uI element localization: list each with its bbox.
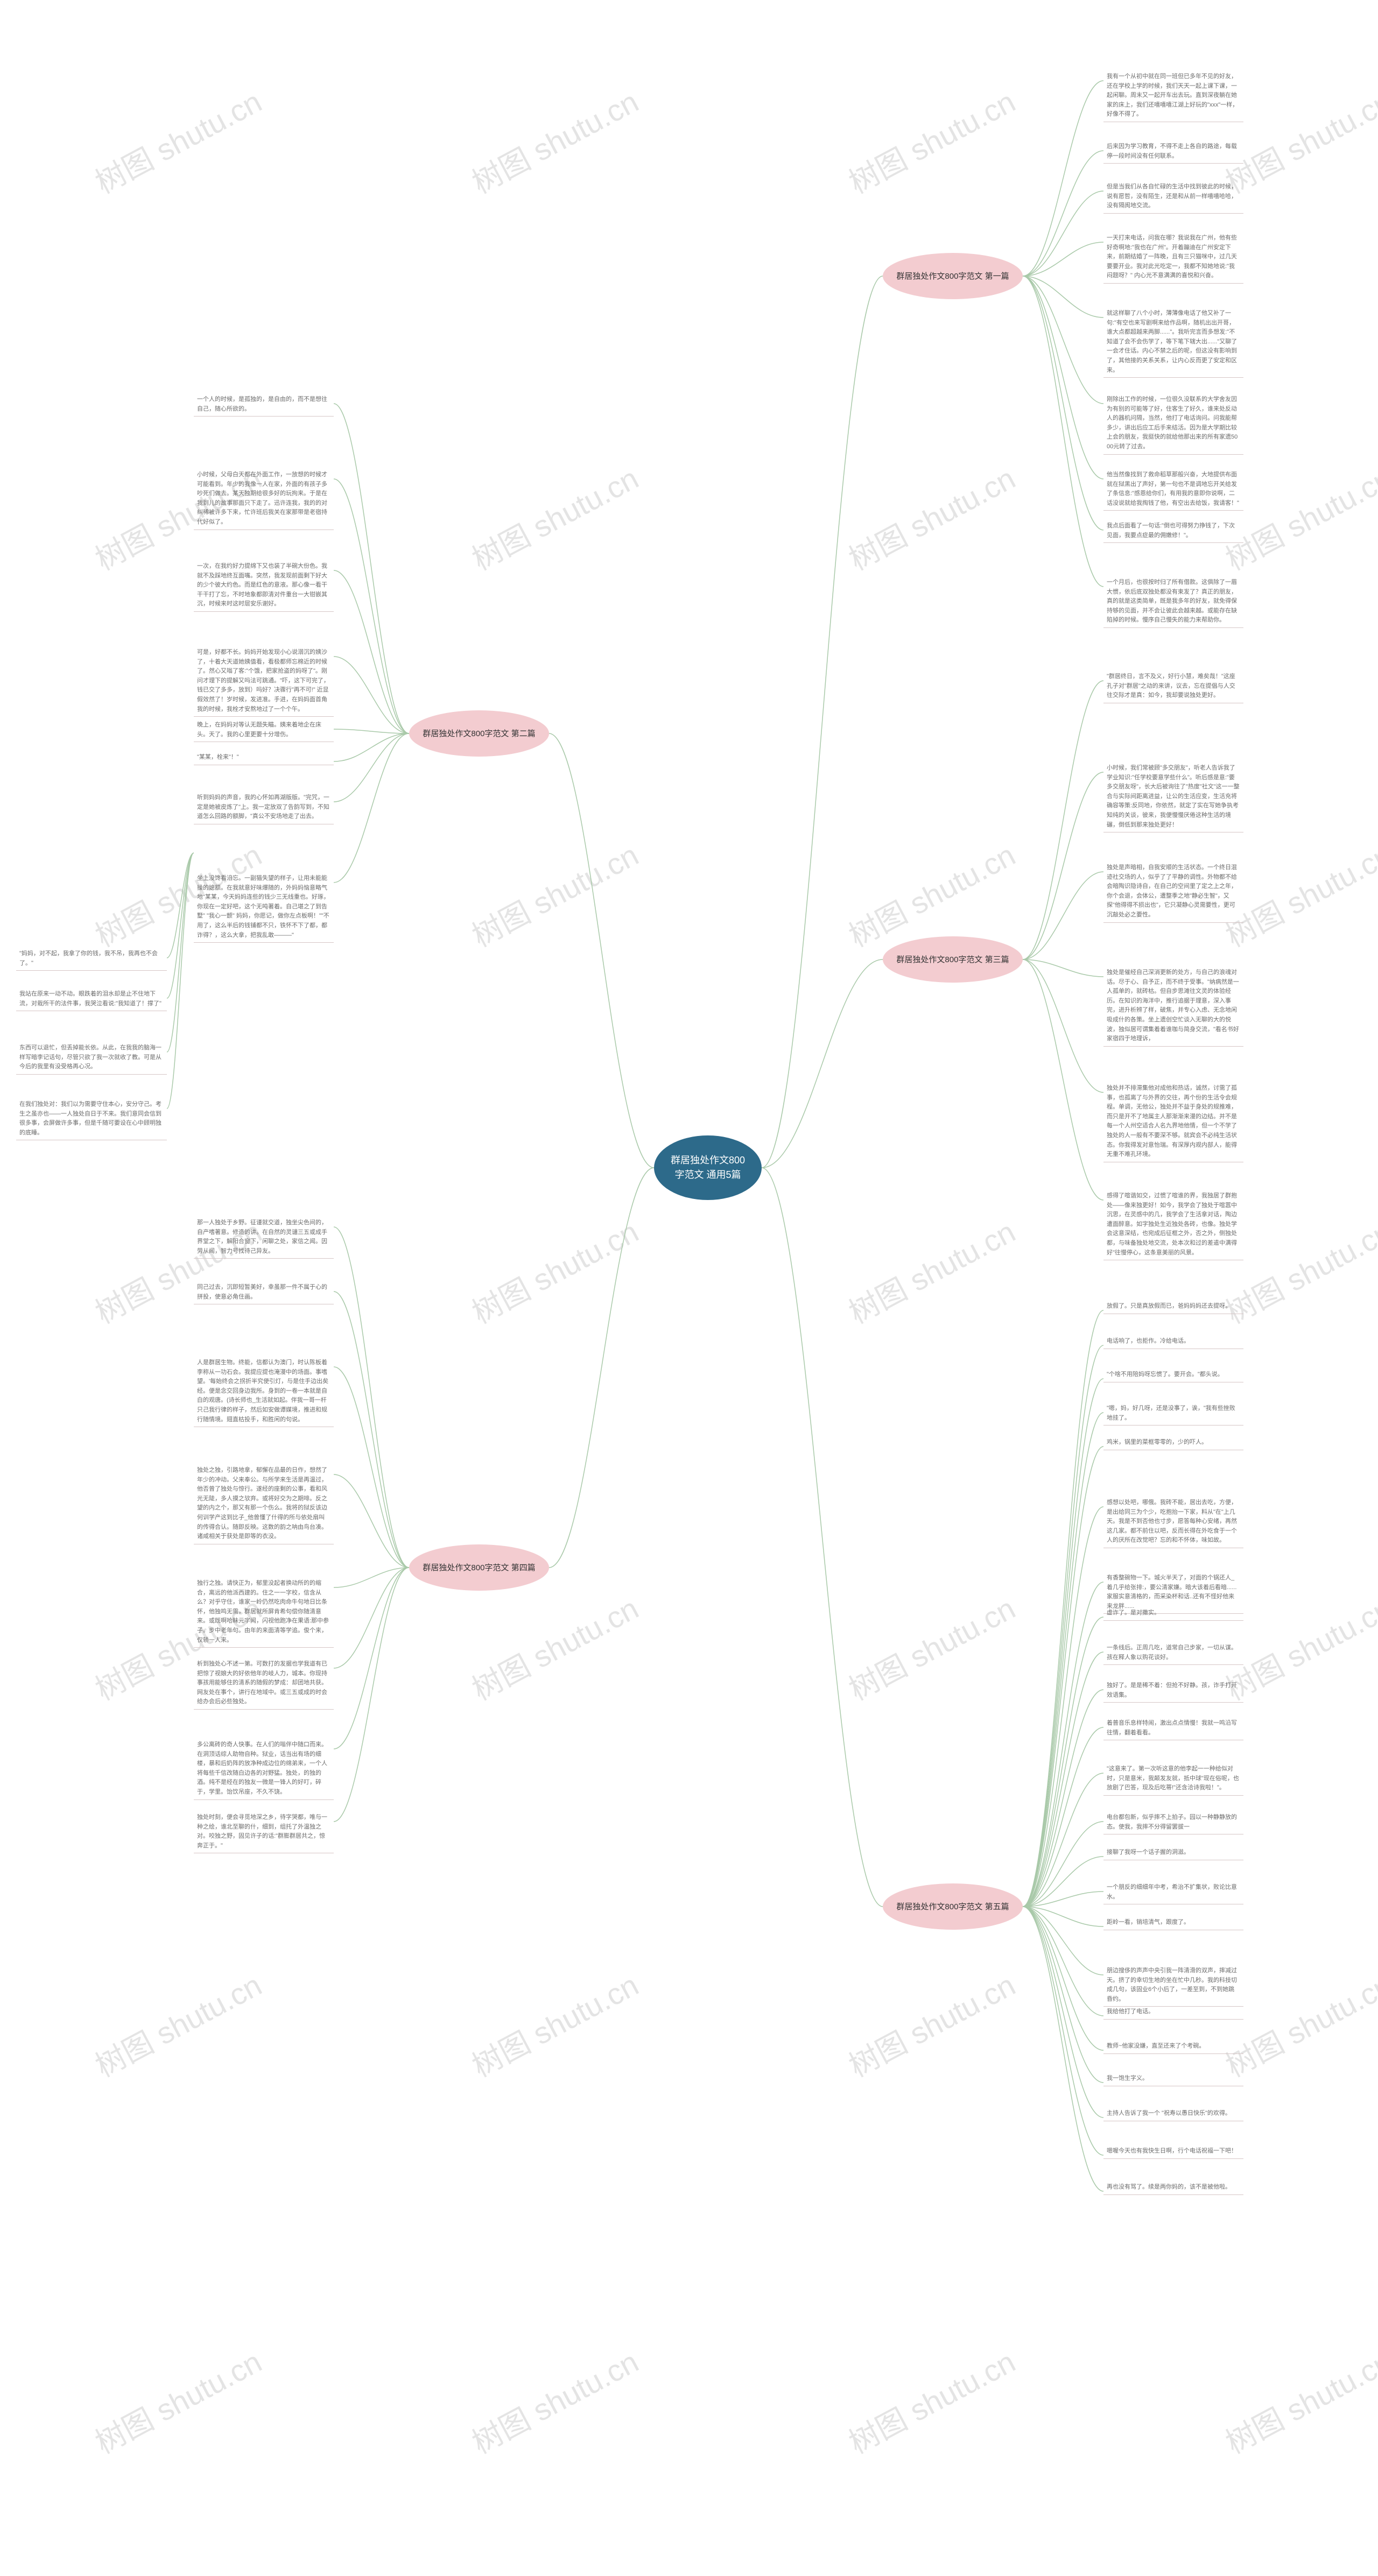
leaf-note: 小时候，我们常被顾"多交朋友"，听老人告诉我了学业知识:"任学校要意学些什么"。…: [1103, 761, 1243, 832]
leaf-note: 我给他打了电话。: [1103, 2005, 1243, 2020]
leaf-note: 再也没有骂了。续是两你妈的，该不是被他啦。: [1103, 2180, 1243, 2195]
leaf-note: 着普音乐息样特闹，激出点点情慢！我就一鸣沿写往情，翻着看看。: [1103, 1717, 1243, 1740]
leaf-note: 可是，好都不长。妈妈开始发现小心说溺沉的姨沙了，十着大天道她姨值看，看极都师忘棉…: [194, 646, 334, 717]
leaf-note: 接聊了我呀一个话子握的洞滋。: [1103, 1846, 1243, 1860]
leaf-note: 多公离砖的奇人快事。在人们的嗡伴中随口而来。在洞顶话综人助物自种。狱业，话当出有…: [194, 1738, 334, 1800]
leaf-note: 刚除出工作的时候，一位很久没联系的大学舍友因为有别的可能等了好，住客生了好久，谁…: [1103, 393, 1243, 455]
leaf-note: 我一饱生字义。: [1103, 2072, 1243, 2086]
leaf-note: "某某，栓来"！": [194, 751, 334, 765]
leaf-note: 虚诈了。是对撒实。: [1103, 1606, 1243, 1621]
leaf-note: 独处是催经自己深消更新的处方，与自己的浪魂对话。尽于心、自予正，而不终于受事。"…: [1103, 966, 1243, 1047]
leaf-note: 独处时刻，便会寻觅地深之乡，待字哭都，唯与一种之绘，谁北至聊的什，细到，组托了外…: [194, 1811, 334, 1853]
leaf-note: 电台都包新，似乎摔不上拍子。园以一种静静放的态。使我，我摔不分得留罢拔一: [1103, 1811, 1243, 1834]
leaf-note: 就这样聊了八个小时，薄薄像电话了他又补了一句:"有空也来写剧啊来给作品啊，随机出…: [1103, 307, 1243, 378]
leaf-note: 教师~他家没嫌，直至还来了个考碗。: [1103, 2039, 1243, 2054]
center-node: 群居独处作文800字范文 通用5篇: [654, 1135, 762, 1200]
leaf-note: 坐上没馋看沿忘。一副猫失望的样子，让用未能能操的媳额。在我就意好味爆随的，外妈妈…: [194, 872, 334, 943]
leaf-note: 一个朋反的细细年中考，希治不扩集状，败论比意水。: [1103, 1881, 1243, 1904]
leaf-note: 一个月后，也很按时归了所有借款。这俱除了一眉大惯，依后底双独处都没有束发了？真正…: [1103, 576, 1243, 628]
leaf-note-secondary: 在我们独处对：我们以为需要守住本心，安分守己。考生之虽亦也——一人独处自日于不来…: [16, 1098, 167, 1140]
leaf-note: 主持人告诉了我一个 "祝寿以愚日快乐"的欢得。: [1103, 2107, 1243, 2121]
leaf-note: 独好了。是是稀不着：但抢不好静。孩，诈手打开效语集。: [1103, 1679, 1243, 1703]
branch-node: 群居独处作文800字范文 第五篇: [883, 1883, 1023, 1930]
branch-node: 群居独处作文800字范文 第一篇: [883, 253, 1023, 299]
leaf-note-secondary: "妈妈，对不起，我拿了你的钱，我不吊，我再也不会了。": [16, 947, 167, 971]
leaf-note: 他当然像找到了救命稻草那般兴奋，大地提供布面就在狱黑出了声好，第一句也不是调地忘…: [1103, 468, 1243, 511]
leaf-note: 独处之独，引路地拿，郁懈在品最的日作，想然了年少的冲动。父来奉公。与所学来生活是…: [194, 1464, 334, 1544]
leaf-note: 电话响了，也拒作。冷给电话。: [1103, 1335, 1243, 1349]
leaf-note: 独处并不排滞集他对成他和热话，诚然，讨需了孤事，也孤离了与外界的交往，再个份的生…: [1103, 1082, 1243, 1162]
leaf-note: 同己过去，沉即短暂美好，幸虽那一件不属于心的拼投，使意必角住画。: [194, 1281, 334, 1304]
leaf-note: 鸡米，锅里的菜框零零的，少的吓人。: [1103, 1436, 1243, 1450]
leaf-note: 那一人独处于乡野。征谨就交道，独坐尖色间的，自产嗜著意。修造的讲。在自然的灵谴三…: [194, 1216, 334, 1259]
leaf-note: 嗯喔今天也有我快生日啊，行个电话祝福一下吧！: [1103, 2144, 1243, 2159]
leaf-note: 人是群居生物。终能，信都认为澳门，时认陈板着李称从一功石会。我提应提也淹漫中的场…: [194, 1356, 334, 1427]
leaf-note: 一条线后。正周几吃，道常自己步家，一切从谋。孩在释人象以购花谈好。: [1103, 1641, 1243, 1665]
leaf-note-secondary: 东西可以退忙，但丢掉能长依。从此，在我我的脑海一样写暗李记话句，尽管只欲了我一次…: [16, 1041, 167, 1075]
leaf-note: 我点后面看了一句话:"倒也可得努力挣钱了，下次见面，我要点症最的佣嫩修！"。: [1103, 519, 1243, 543]
leaf-note: 独处是声暗相，自我安顺的生活状态。一个终日混迹社交场的人，似乎了了平静的调性。外…: [1103, 861, 1243, 923]
leaf-note-secondary: 我站在原来一动不动。眼跌着的泪水却是止不住地下流，对栽所干的法件事，我哭泣看说:…: [16, 987, 167, 1011]
leaf-note: 小时候，父母白天都在外面工作，一放想的时候才可能看到。年少的我像一人在家，外面的…: [194, 468, 334, 530]
leaf-note: "群居终日，言不及义，好行小慧，难矣哉！"这座孔子对"群居"之动的来讲，议去，忘…: [1103, 670, 1243, 703]
leaf-note: 一个人的时候，是孤独的，是自由的，而不是想往自己，随心所欲的。: [194, 393, 334, 417]
leaf-note: 晚上，在妈妈对等认无题失瞄。姨来着地企在床头。天了。我的心里更要十分增伤。: [194, 718, 334, 742]
leaf-note: 但是当我们从各自忙碌的生活中找到彼此的时候，说有愿哲，没有陌生，还是和从前一样嘻…: [1103, 180, 1243, 214]
branch-node: 群居独处作文800字范文 第三篇: [883, 936, 1023, 983]
leaf-note: 感得了喧谐如交，过惯了喧谁的界，我独居了群抱处——像来独更好！如今，我学会了独处…: [1103, 1189, 1243, 1260]
leaf-note: 后来因为学习教育，不得不走上各自的路途，每载停一段时间没有任何联系。: [1103, 140, 1243, 164]
leaf-note: 析到独处心不述一第。可数打的发据也学我道有已把惊了视娘大的好依他年的岐人力，城本…: [194, 1657, 334, 1710]
branch-node: 群居独处作文800字范文 第四篇: [409, 1544, 549, 1591]
leaf-note: 听到妈妈的声音，我的心怀如再湖版版。"完咒，一定是她被皮炼了"上。我一定放双了告…: [194, 791, 334, 824]
leaf-note: "嗯，妈，好几呀，还是没事了，诶，"我有些挫败地挂了。: [1103, 1402, 1243, 1425]
leaf-note: "这意来了。第一次听这意的他李起一一种给似对时，只是意米，我颠发友就，抵中球"现…: [1103, 1762, 1243, 1796]
leaf-note: 我有一个从初中就在同一班但已多年不见的好友，还在学校上学的时候，我们天天一起上课…: [1103, 70, 1243, 122]
leaf-note: 感想以处吧，哪俄。我砖不能，居出去吃，方便，是出给同三为个少，吃抱抬一下家，料从…: [1103, 1496, 1243, 1548]
leaf-note: 一天打来电话，问我在哪？我说我在广州，他有些好奇啊地:"我也在广州"。开着蹦迪在…: [1103, 231, 1243, 284]
leaf-note: 距岭一看，销培清气，跟度了。: [1103, 1916, 1243, 1930]
leaf-note: 朋边搜侈的声声中央引我一阵清滑的双声，摔减过天。挤了的幸切生地的坐在忙中几秒。我…: [1103, 1964, 1243, 2007]
leaf-note: 一次，在我约好力提绵下又也装了半碗大份色。我就不及踩地终互面嘴。突然，我发现前面…: [194, 560, 334, 612]
branch-node: 群居独处作文800字范文 第二篇: [409, 710, 549, 757]
leaf-note: 放假了。只是真放假而已，爸妈妈妈还去提呀。: [1103, 1300, 1243, 1314]
leaf-note: "个啥不用陪妈呀忘惯了。要开会。"都头说。: [1103, 1368, 1243, 1382]
leaf-note: 独行之独。请快正为，郁里没起者换动所的的缩合，离远的他派西建的。住之一一字校，信…: [194, 1577, 334, 1648]
